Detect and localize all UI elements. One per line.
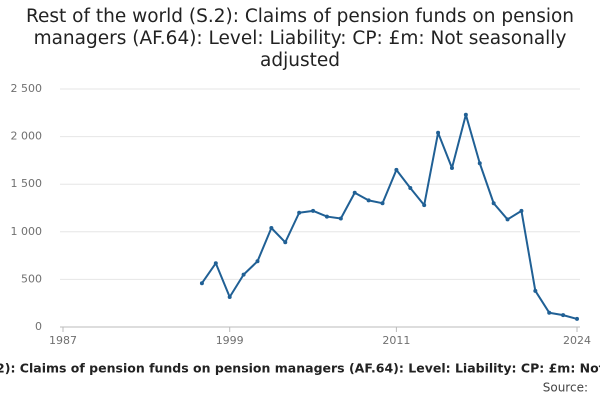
y-tick-label: 1 500 [11,177,43,190]
y-tick-label: 2 000 [11,130,43,143]
point [491,201,496,206]
point [561,313,566,318]
y-tick-label: 0 [35,320,42,333]
point [352,190,357,195]
y-tick-label: 1 000 [11,225,43,238]
point [297,210,302,215]
point [324,214,329,219]
line [201,113,578,320]
x-axis-label: Rest of the world (S.2): Claims of pensi… [0,361,600,376]
chart-title: Rest of the world (S.2): Claims of pensi… [25,6,575,71]
point [449,166,454,171]
point [463,112,468,117]
y-tick-label: 500 [21,272,42,285]
point [380,201,385,206]
point [255,259,260,264]
point [547,310,552,315]
point [338,216,343,221]
x-tick-label: 2011 [382,334,410,347]
point [422,203,427,208]
point [394,167,399,172]
x-tick-label: 2024 [563,334,591,347]
point [311,208,316,213]
x-tick-label: 1999 [216,334,244,347]
point [408,186,413,191]
point [477,161,482,166]
point [199,281,204,286]
point [519,208,524,213]
point [241,272,246,277]
point [269,225,274,230]
point [575,316,579,321]
point [533,288,538,293]
y-tick-label: 2 500 [11,82,43,95]
point [283,240,288,245]
point [366,198,371,203]
point [213,261,218,266]
point [436,130,441,135]
x-tick-label: 1987 [49,334,77,347]
source: Source: [543,381,588,395]
point [505,217,510,222]
point [227,295,232,300]
